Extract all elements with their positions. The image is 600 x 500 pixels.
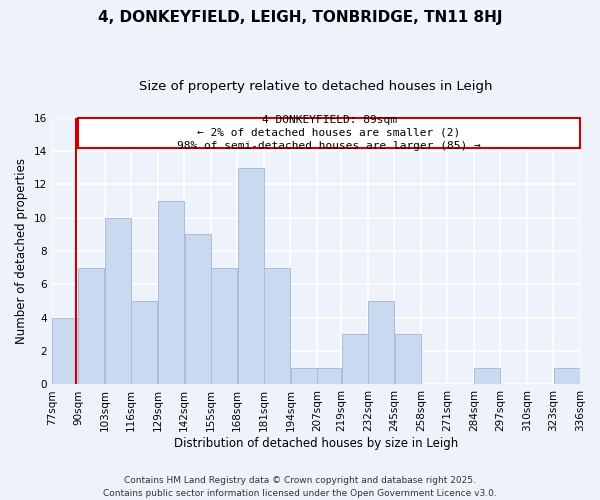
Bar — [238, 168, 263, 384]
Bar — [158, 201, 184, 384]
Bar — [554, 368, 580, 384]
Text: 4, DONKEYFIELD, LEIGH, TONBRIDGE, TN11 8HJ: 4, DONKEYFIELD, LEIGH, TONBRIDGE, TN11 8… — [98, 10, 502, 25]
Bar — [79, 268, 104, 384]
Bar — [317, 368, 341, 384]
Bar — [368, 301, 394, 384]
Bar — [264, 268, 290, 384]
Bar — [131, 301, 157, 384]
Bar — [105, 218, 131, 384]
Bar — [395, 334, 421, 384]
Bar — [474, 368, 500, 384]
Title: Size of property relative to detached houses in Leigh: Size of property relative to detached ho… — [139, 80, 493, 93]
Bar — [185, 234, 211, 384]
Text: Contains HM Land Registry data © Crown copyright and database right 2025.
Contai: Contains HM Land Registry data © Crown c… — [103, 476, 497, 498]
Bar — [211, 268, 237, 384]
Text: 4 DONKEYFIELD: 89sqm
← 2% of detached houses are smaller (2)
98% of semi-detache: 4 DONKEYFIELD: 89sqm ← 2% of detached ho… — [177, 114, 481, 151]
Bar — [290, 368, 317, 384]
FancyBboxPatch shape — [78, 118, 580, 148]
Y-axis label: Number of detached properties: Number of detached properties — [15, 158, 28, 344]
X-axis label: Distribution of detached houses by size in Leigh: Distribution of detached houses by size … — [174, 437, 458, 450]
Bar — [52, 318, 78, 384]
Bar — [341, 334, 368, 384]
